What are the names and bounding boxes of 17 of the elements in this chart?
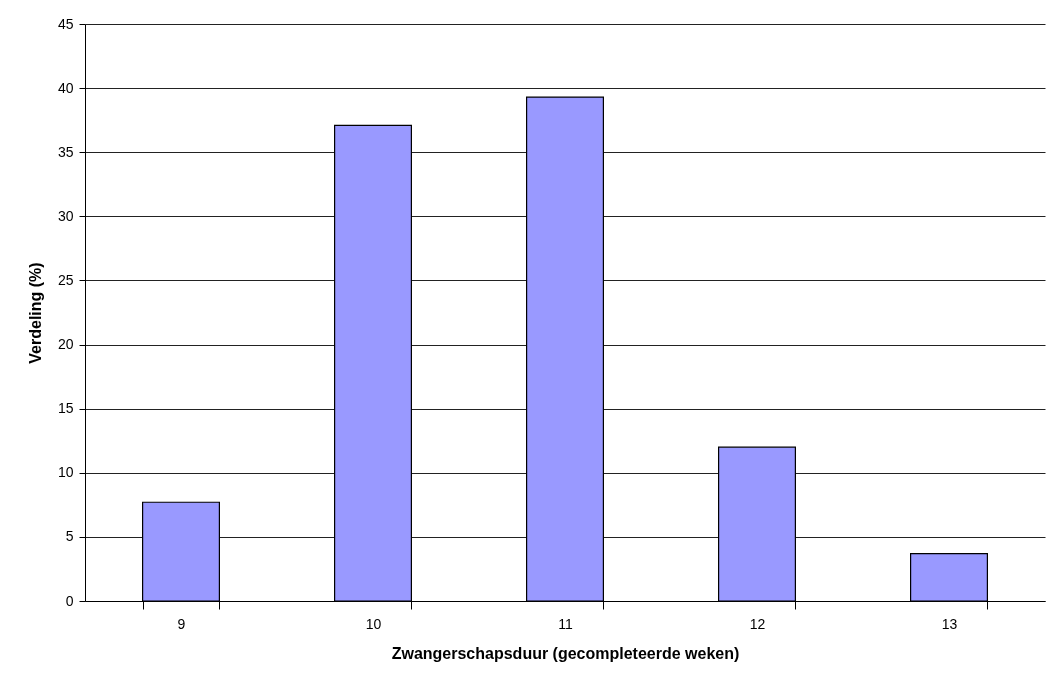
y-tick-label: 30 [57,207,74,224]
x-tick-label: 9 [177,615,186,632]
y-tick-label: 40 [57,79,74,96]
y-tick-label: 15 [57,400,74,417]
y-tick-label: 0 [65,592,74,609]
x-tick-label: 13 [941,615,958,632]
y-tick-label: 5 [65,528,74,545]
y-tick-label: 10 [57,464,74,481]
x-tick-label: 12 [749,615,766,632]
x-tick-label: 11 [558,615,573,632]
y-tick-label: 45 [57,15,74,32]
y-axis-title: Verdeling (%) [26,262,44,364]
y-tick-label: 35 [57,143,74,160]
x-tick-label: 10 [365,615,382,632]
y-tick-label: 25 [57,271,74,288]
y-tick-label: 20 [57,336,74,353]
x-axis-title: Zwangerschapsduur (gecompleteerde weken) [391,644,740,662]
